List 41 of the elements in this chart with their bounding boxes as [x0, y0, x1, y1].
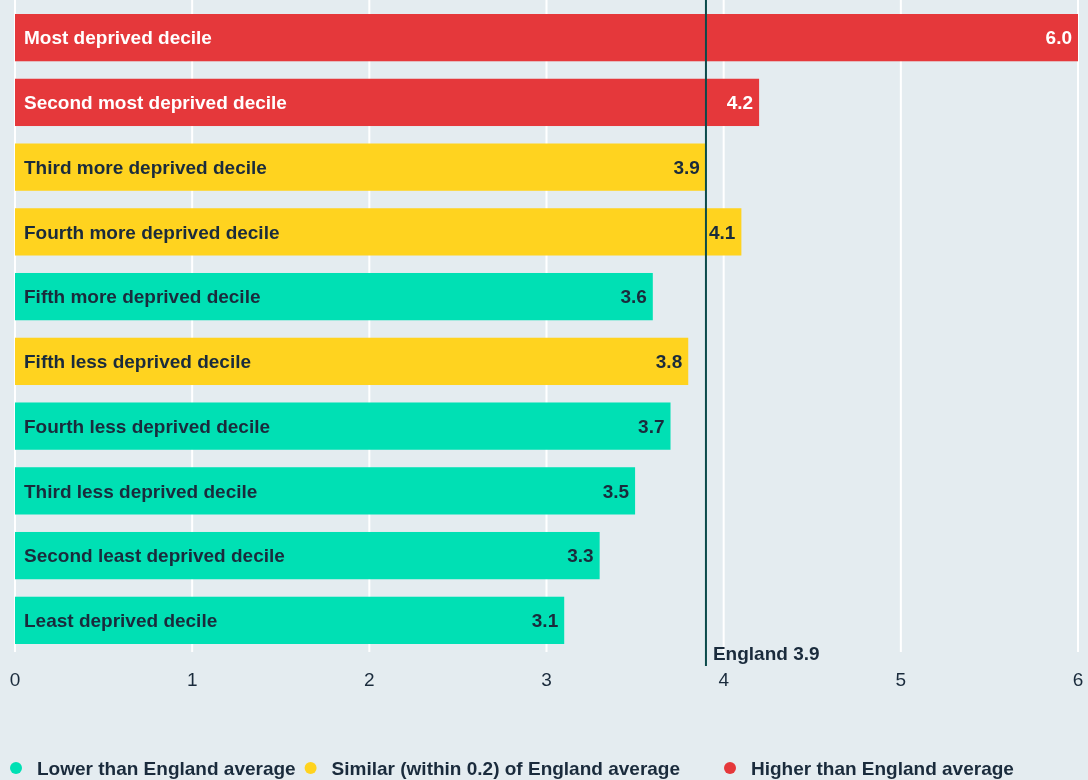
data-label: 3.9 [673, 156, 700, 178]
legend-label: Higher than England average [751, 757, 1014, 779]
y-tick-label: Second most deprived decile [24, 92, 287, 114]
y-tick-label: Fifth less deprived decile [24, 351, 252, 373]
data-label: 3.3 [567, 545, 594, 567]
bar [15, 337, 689, 386]
data-label: 3.8 [655, 351, 683, 373]
bar [15, 272, 653, 321]
x-tick-label: 2 [364, 669, 375, 690]
data-label: 4.1 [708, 221, 736, 243]
data-label: 3.6 [620, 286, 647, 308]
y-tick-label: Least deprived decile [24, 610, 218, 632]
y-tick-label: Most deprived decile [24, 27, 212, 49]
bar [15, 402, 671, 450]
data-label: 3.7 [638, 415, 665, 437]
x-tick-label: 4 [718, 669, 730, 690]
legend-label: Similar (within 0.2) of England average [331, 757, 681, 779]
x-tick-label: 0 [9, 669, 21, 690]
x-tick-label: 1 [186, 669, 198, 690]
bar [15, 531, 600, 580]
legend-label: Lower than England average [37, 757, 296, 779]
bar [15, 14, 1078, 62]
y-tick-label: Fourth less deprived decile [24, 415, 271, 437]
y-tick-label: Second least deprived decile [24, 545, 285, 567]
data-label: 3.1 [531, 610, 559, 632]
x-tick-label: 6 [1072, 669, 1084, 690]
ref-line-label: England 3.9 [712, 642, 820, 664]
y-tick-label: Third more deprived decile [24, 156, 267, 178]
x-tick-label: 3 [541, 669, 552, 690]
y-tick-label: Fourth more deprived decile [24, 221, 280, 243]
x-tick-label: 5 [895, 669, 907, 690]
bar [15, 467, 636, 515]
bar [15, 78, 760, 127]
data-label: 4.2 [726, 92, 754, 114]
bar [15, 208, 742, 256]
data-label: 6.0 [1045, 27, 1072, 49]
y-tick-label: Third less deprived decile [24, 480, 258, 502]
data-label: 3.5 [602, 480, 630, 502]
bar [15, 143, 706, 191]
bar [15, 596, 565, 644]
y-tick-label: Fifth more deprived decile [24, 286, 261, 308]
